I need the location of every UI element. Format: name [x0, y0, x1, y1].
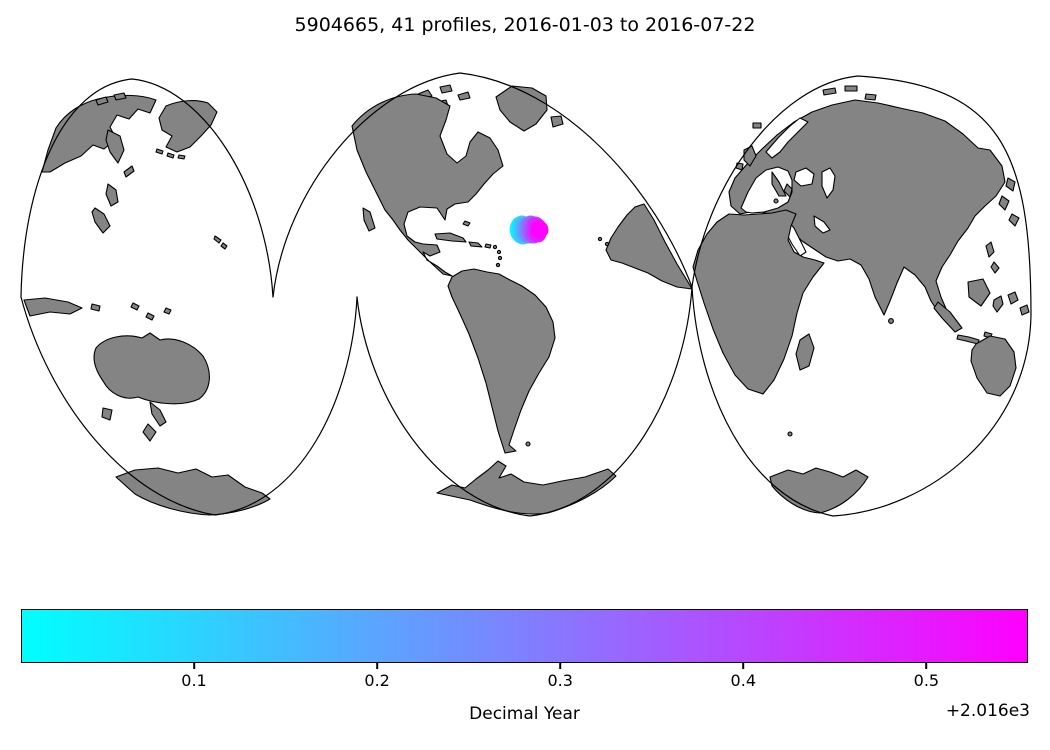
- land-antilles-4: [495, 262, 501, 268]
- sea-persian-gulf: [813, 215, 831, 234]
- lobe-edge-right-south: [691, 286, 1032, 517]
- colorbar-tick: [376, 663, 378, 669]
- land-canary-islands-2: [604, 241, 610, 247]
- colorbar-tick-label: 0.5: [913, 671, 940, 690]
- colorbar-offset-text: +2.016e3: [945, 701, 1030, 721]
- plot-title: 5904665, 41 profiles, 2016-01-03 to 2016…: [294, 14, 756, 36]
- colorbar-tick-label: 0.1: [181, 671, 207, 690]
- land-caribbean-islands: [462, 220, 492, 249]
- land-sulawesi: [992, 295, 1004, 313]
- sea-black: [793, 167, 815, 187]
- land-tasmania: [101, 407, 113, 421]
- land-antilles-1: [492, 244, 498, 250]
- land-new-guinea-melanesia: [23, 297, 172, 321]
- land-sakhalin-japan-islands: [91, 165, 135, 234]
- land-borneo: [967, 278, 991, 307]
- colorbar: [21, 609, 1028, 663]
- lobe-edge-left-north: [20, 78, 274, 298]
- land-cuba: [434, 232, 467, 243]
- land-australia-west: [970, 335, 1017, 397]
- lobe-edge-middle-south: [356, 286, 693, 517]
- land-arctic-islands-right: [822, 85, 877, 101]
- land-sumatra: [933, 301, 963, 333]
- lobe-outlines: [20, 72, 1032, 517]
- land-iceland: [550, 115, 564, 128]
- world-map: [20, 72, 1032, 517]
- land-maluku-newguinea-west: [1007, 291, 1030, 316]
- land-baja-california: [362, 207, 376, 232]
- colorbar-tick-label: 0.2: [364, 671, 390, 690]
- colorbar-tick: [193, 663, 195, 669]
- land-antilles-2: [496, 249, 502, 255]
- land-italy: [771, 171, 787, 197]
- lobe-edge-left-south: [20, 296, 358, 516]
- land-aleutian-islands: [155, 148, 186, 160]
- land-greece: [783, 183, 793, 198]
- lobe-edge-middle-north: [272, 72, 693, 298]
- colorbar-tick-label: 0.4: [730, 671, 757, 690]
- land-alaska: [158, 100, 218, 153]
- land-antilles-3: [497, 255, 503, 261]
- profile-dot: [531, 221, 549, 239]
- land-arctic-islands-left: [95, 92, 127, 106]
- land-africa: [692, 209, 825, 395]
- land-west-africa-wedge: [605, 203, 693, 290]
- profile-dots: [509, 215, 549, 245]
- land-canary-islands-1: [597, 236, 603, 242]
- land-north-america: [351, 93, 504, 277]
- colorbar-tick: [925, 663, 928, 669]
- land-sri-lanka: [888, 318, 894, 324]
- sea-mediterranean: [740, 166, 793, 214]
- colorbar-tick: [559, 663, 561, 669]
- land-japan-arc: [998, 177, 1020, 227]
- land-new-zealand: [142, 401, 167, 442]
- land-philippines: [985, 241, 1000, 274]
- land-antarctica-right: [769, 467, 869, 514]
- land-south-america: [447, 268, 556, 454]
- sea-caspian: [821, 167, 836, 199]
- land-falkland-islands: [525, 441, 531, 447]
- colorbar-label: Decimal Year: [469, 704, 580, 724]
- lobe-edge-right-north: [691, 75, 1032, 316]
- land-kamchatka: [105, 129, 125, 164]
- land-australia-east: [93, 332, 210, 405]
- land-kerguelen: [787, 431, 793, 437]
- colorbar-tick: [742, 663, 745, 669]
- sea-baltic-north: [765, 117, 809, 159]
- colorbar-ticks: 0.1 0.2 0.3 0.4 0.5: [21, 663, 1028, 693]
- colorbar-tick-label: 0.3: [547, 671, 573, 690]
- land-hawaii: [213, 235, 228, 250]
- land-sicily: [773, 198, 779, 204]
- land-madagascar: [795, 333, 815, 371]
- landmasses: [23, 84, 1030, 516]
- lobe-pacific: [21, 79, 357, 515]
